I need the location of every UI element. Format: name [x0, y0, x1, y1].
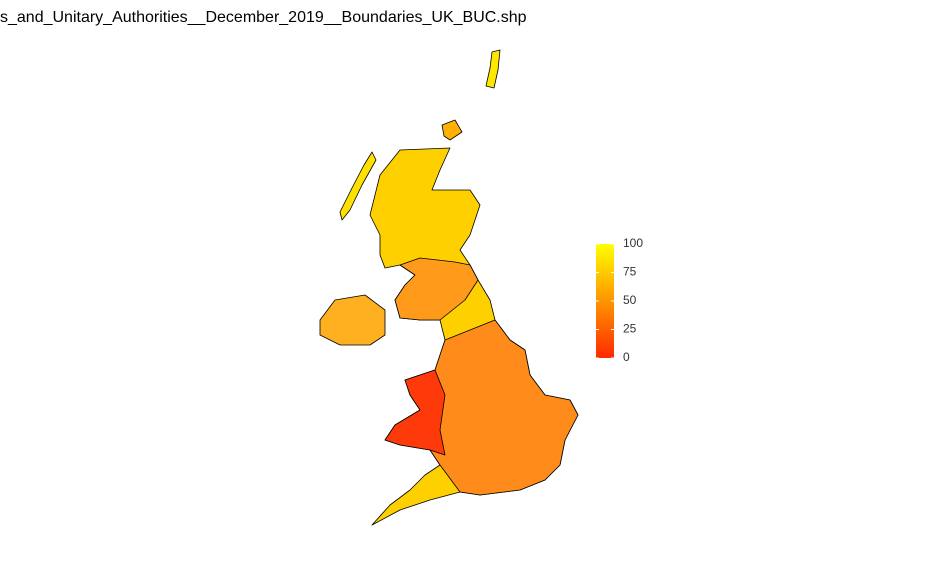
outer-hebrides [339, 151, 377, 221]
landmass [319, 49, 579, 526]
legend: 0 25 50 75 100 [596, 236, 643, 364]
colorbar [596, 244, 614, 358]
map-title: s_and_Unitary_Authorities__December_2019… [0, 9, 527, 26]
england-south [419, 319, 579, 496]
shetland [485, 49, 501, 89]
orkney [441, 119, 463, 141]
scotland-south [394, 257, 479, 321]
legend-tick-label: 100 [623, 236, 643, 250]
legend-tick-label: 50 [623, 293, 637, 307]
northern-ireland [319, 294, 386, 346]
legend-tick-label: 0 [623, 350, 630, 364]
legend-tick-label: 25 [623, 322, 637, 336]
wales [384, 369, 446, 456]
legend-tick-label: 75 [623, 265, 637, 279]
